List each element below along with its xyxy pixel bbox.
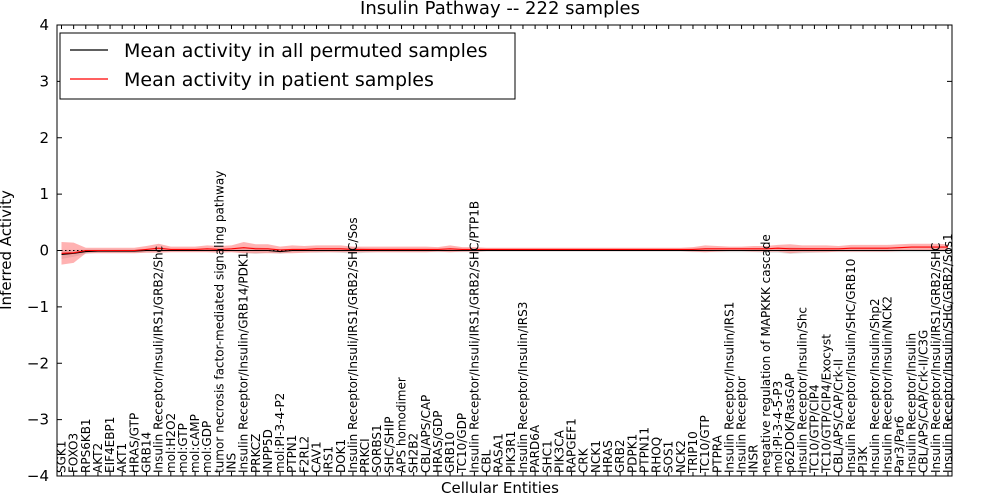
category-label: CRK	[577, 447, 591, 473]
series-line-patient	[61, 246, 948, 254]
category-label: RASA1	[492, 433, 506, 473]
y-tick-label: 3	[39, 72, 49, 90]
category-label: Insulin Receptor/Insulin/SHC/GRB2/Sos1	[941, 233, 955, 473]
category-label: PDPK1	[625, 434, 639, 473]
category-label: EIF4EBP1	[103, 417, 117, 473]
category-label: tumor necrosis factor-mediated signaling…	[212, 171, 226, 473]
category-label: CAV1	[310, 441, 324, 473]
category-label: TC10/GTP	[698, 415, 712, 474]
category-label: Insulin Receptor/Insulin/Shp2	[868, 298, 882, 473]
x-axis-label: Cellular Entities	[441, 479, 559, 497]
y-axis-label: Inferred Activity	[0, 190, 15, 310]
category-label: SH2B2	[407, 433, 421, 473]
category-label: p62DOK/RasGAP	[783, 373, 797, 473]
category-label: DOK1	[334, 439, 348, 473]
category-label: Insulin Receptor/Insulin	[905, 333, 919, 473]
category-label: mol:H2O2	[164, 413, 178, 473]
category-label: Insulin Receptor/Insuli/IRS1/GRB2/Shc	[152, 246, 166, 473]
y-tick-label: 0	[39, 242, 49, 260]
category-label: TC10/GTP/CIP4/Exocyst	[820, 334, 834, 474]
category-label: Insulin Receptor/Insulin/IRS1	[722, 302, 736, 473]
category-label: INPP5D	[261, 429, 275, 473]
series-lines	[57, 246, 952, 255]
series-line-permuted	[61, 249, 948, 255]
category-label: PIK3CA	[552, 429, 566, 473]
category-label: Insulin Receptor/Insuli/IRS1/GRB2/SHC/PT…	[467, 201, 481, 473]
category-label: mol:PI-3-4-5-P3	[771, 381, 785, 473]
legend-box	[59, 32, 516, 100]
category-label: PRKCI	[358, 438, 372, 473]
category-label: AKT2	[91, 443, 105, 473]
axes: −4 −3 −2 −1 0 1 2 3 4	[27, 16, 953, 485]
band-patient	[61, 242, 948, 265]
category-label: SHC1	[540, 440, 554, 473]
category-label: negative regulation of MAPKKK cascade	[759, 234, 773, 473]
category-label: mol:cAMP	[188, 414, 202, 473]
category-label: PARD6A	[528, 424, 542, 473]
category-label: CBL/APS/CAP/Crk-II/C3G	[917, 330, 931, 473]
category-label: Insulin Receptor/Insulin/SHC/GRB10	[844, 259, 858, 473]
category-label: SHC/SHIP	[382, 417, 396, 473]
category-label: PTPRA	[710, 434, 724, 473]
y-tick-label: −3	[27, 411, 49, 429]
category-label: PTPN1	[285, 435, 299, 473]
category-label: IRS1	[322, 446, 336, 473]
category-label: INSR	[747, 445, 761, 473]
category-label: Par3/Par6	[892, 416, 906, 473]
category-label: TRIP10	[686, 431, 700, 474]
category-label: Insulin Receptor/Insulin/Shc	[795, 307, 809, 473]
category-label: TC10/GDP	[455, 413, 469, 474]
category-label: Insulin Receptor/Insulin/IRS3	[516, 302, 530, 473]
category-label: NCK2	[674, 440, 688, 473]
y-tick-label: −4	[27, 467, 49, 485]
category-label: SGK1	[55, 441, 69, 473]
category-label: Insulin Receptor/Insulin/NCK2	[880, 296, 894, 473]
category-label: Insulin Receptor	[735, 376, 749, 473]
category-label: APS homodimer	[395, 377, 409, 473]
y-tick-label: 1	[39, 185, 49, 203]
category-label: mol:GDP	[200, 421, 214, 473]
legend-entry-patient: Mean activity in patient samples	[124, 69, 434, 91]
category-label: AKT1	[115, 443, 129, 473]
category-label: HRAS/GTP	[127, 413, 141, 473]
category-labels: SGK1FOXO3RPS6KB1AKT2EIF4EBP1AKT1HRAS/GTP…	[55, 171, 956, 474]
y-tick-label: 2	[39, 129, 49, 147]
category-label: HRAS/GDP	[431, 410, 445, 473]
category-label: PI3K	[856, 446, 870, 473]
chart-title: Insulin Pathway -- 222 samples	[360, 0, 640, 19]
category-label: Insulin Receptor/Insulin/GRB14/PDK1	[237, 252, 251, 473]
category-label: F2RL2	[297, 436, 311, 473]
category-label: Insulin Receptor/Insuli/IRS1/GRB2/SHC/So…	[346, 217, 360, 473]
category-label: TC10/GTP/CIP4	[807, 384, 821, 474]
category-label: CBL/APS/CAP	[419, 395, 433, 473]
y-tick-label: 4	[39, 16, 49, 34]
category-label: RAPGEF1	[565, 418, 579, 473]
category-label: RPS6KB1	[79, 418, 93, 473]
category-label: FOXO3	[67, 433, 81, 473]
category-label: mol:GTP	[176, 423, 190, 473]
category-label: SOS1	[662, 441, 676, 473]
legend-entry-permuted: Mean activity in all permuted samples	[124, 40, 487, 62]
category-label: CBL/APS/CAP/Crk-II	[832, 359, 846, 473]
category-label: GRB2	[613, 439, 627, 473]
legend: Mean activity in all permuted samples Me…	[59, 32, 516, 100]
y-tick-label: −1	[27, 298, 49, 316]
category-label: NCK1	[589, 440, 603, 473]
category-label: GRB14	[140, 432, 154, 473]
category-label: Insulin Receptor/Insuli/IRS1/GRB2/SHC	[929, 243, 943, 473]
category-label: RHOQ	[650, 437, 664, 473]
confidence-bands	[61, 242, 948, 265]
y-tick-label: −2	[27, 354, 49, 372]
category-label: GRB10	[443, 432, 457, 473]
category-label: HRAS	[601, 440, 615, 473]
category-label: mol:PI-3-4-P2	[273, 393, 287, 473]
category-label: PTPN11	[637, 427, 651, 473]
category-label: CBL	[480, 449, 494, 473]
category-label: PRKCZ	[249, 434, 263, 473]
category-label: INS	[225, 453, 239, 473]
category-label: SORBS1	[370, 424, 384, 473]
category-label: PIK3R1	[504, 431, 518, 473]
